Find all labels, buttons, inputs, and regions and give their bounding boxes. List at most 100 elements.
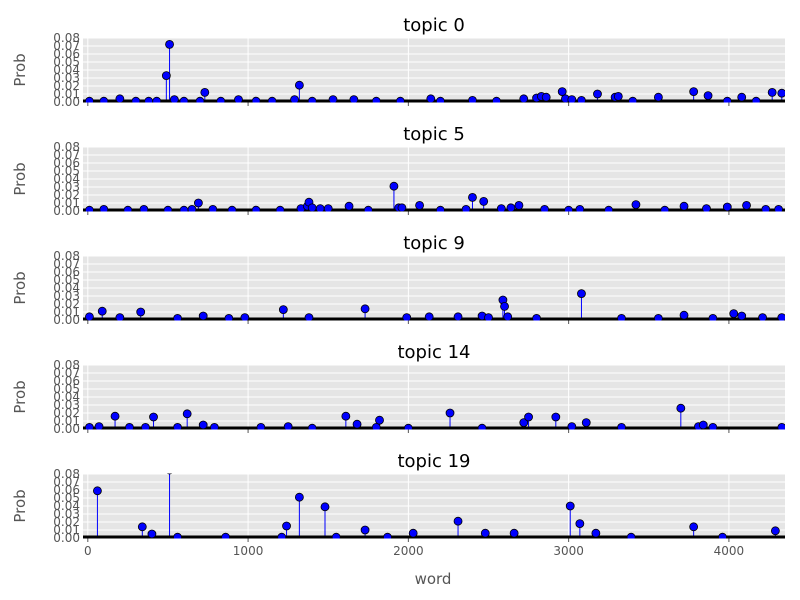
stem-marker	[227, 205, 237, 212]
stem-marker	[161, 71, 171, 80]
y-tick-label: 0.00	[53, 422, 80, 436]
y-tick-label: 0.06	[53, 483, 80, 497]
chart-panels: 0.000.010.020.030.040.050.060.070.08topi…	[11, 15, 785, 545]
stem-marker	[770, 526, 780, 536]
panel-data	[83, 403, 785, 430]
stem-marker	[136, 307, 146, 317]
stem-marker	[344, 201, 354, 211]
stem-marker	[267, 96, 277, 103]
x-axis-tick-labels: 0 1000 2000 3000 4000	[84, 544, 744, 558]
stem-marker	[383, 532, 392, 539]
panel-data	[83, 40, 785, 103]
y-tick-label: 0.08	[53, 467, 80, 481]
stem-marker	[519, 418, 529, 428]
stem-marker	[436, 96, 445, 103]
stem-marker	[604, 205, 614, 212]
y-tick-label: 0.05	[53, 164, 80, 178]
stem-marker	[182, 409, 192, 419]
stem-marker	[294, 80, 304, 90]
y-axis-label: Prob	[11, 380, 29, 413]
stem-marker	[496, 204, 506, 212]
stem-marker	[115, 94, 125, 103]
stem-marker	[424, 312, 434, 321]
stem-marker	[395, 96, 405, 103]
stem-marker	[480, 528, 490, 538]
stem-marker	[617, 314, 626, 321]
stem-marker	[349, 95, 359, 103]
stem-marker	[631, 200, 641, 210]
stem-marker	[479, 196, 489, 206]
stem-marker	[216, 96, 226, 103]
stem-marker	[617, 423, 626, 430]
stem-marker	[282, 521, 291, 531]
panel-topic-3: 0.000.010.020.030.040.050.060.070.08 topi…	[11, 342, 785, 436]
stem-marker	[85, 423, 94, 430]
stem-marker	[352, 419, 362, 429]
stem-marker	[371, 423, 381, 430]
stem-marker	[94, 422, 104, 430]
y-axis-label: Prob	[11, 162, 29, 195]
y-tick-label: 0.02	[53, 297, 80, 311]
panel-data	[83, 289, 785, 321]
stem-marker	[519, 94, 529, 103]
stem-marker	[689, 522, 699, 532]
stem-marker	[198, 311, 208, 321]
stem-marker	[453, 312, 463, 321]
stem-marker	[307, 96, 317, 103]
stem-marker	[256, 423, 266, 430]
stem-marker	[290, 95, 299, 103]
y-axis-label: Prob	[11, 53, 29, 86]
y-tick-label: 0.01	[53, 87, 80, 101]
stem-marker	[149, 412, 158, 422]
y-tick-label: 0.05	[53, 273, 80, 287]
y-tick-label: 0.05	[53, 491, 80, 505]
y-axis-label: Prob	[11, 489, 29, 522]
stem-marker	[193, 198, 203, 208]
y-tick-label: 0.01	[53, 305, 80, 319]
y-tick-label: 0.07	[53, 148, 80, 162]
y-tick-label: 0.03	[53, 71, 80, 85]
stem-marker	[565, 501, 575, 511]
stem-marker	[415, 200, 424, 210]
y-tick-label: 0.08	[53, 31, 80, 45]
stem-marker	[722, 96, 732, 103]
stem-marker	[708, 314, 718, 321]
stem-marker	[581, 418, 591, 428]
stem-marker	[323, 204, 333, 212]
y-tick-label: 0.00	[53, 204, 80, 218]
stem-marker	[173, 314, 182, 321]
x-axis-label: word	[415, 570, 452, 588]
stem-marker	[251, 96, 261, 103]
stem-marker	[577, 96, 586, 103]
y-tick-label: 0.00	[53, 95, 80, 109]
stem-marker	[251, 205, 261, 212]
stem-marker	[144, 96, 154, 103]
stem-marker	[224, 314, 234, 321]
stem-marker	[593, 89, 602, 99]
stem-marker	[698, 420, 708, 430]
stem-marker	[524, 412, 533, 422]
y-tick-label: 0.04	[53, 281, 80, 295]
y-tick-label: 0.03	[53, 180, 80, 194]
stem-marker	[500, 301, 509, 311]
stem-marker	[163, 205, 173, 212]
stem-marker	[758, 313, 767, 321]
stem-marker	[575, 519, 585, 528]
stem-marker	[722, 202, 732, 212]
stem-marker	[484, 313, 493, 321]
y-tick-label: 0.04	[53, 390, 80, 404]
stem-marker	[503, 312, 513, 321]
stem-marker	[283, 422, 293, 430]
x-tick-label: 3000	[553, 544, 584, 558]
stem-marker	[653, 92, 663, 102]
stem-marker	[626, 532, 636, 539]
stem-marker	[461, 205, 471, 212]
stem-marker	[97, 306, 107, 316]
stem-marker	[141, 423, 150, 430]
stem-marker	[742, 200, 751, 210]
stem-marker	[210, 423, 219, 430]
stem-marker	[509, 528, 519, 538]
y-tick-label: 0.01	[53, 523, 80, 537]
stem-marker	[557, 87, 567, 96]
